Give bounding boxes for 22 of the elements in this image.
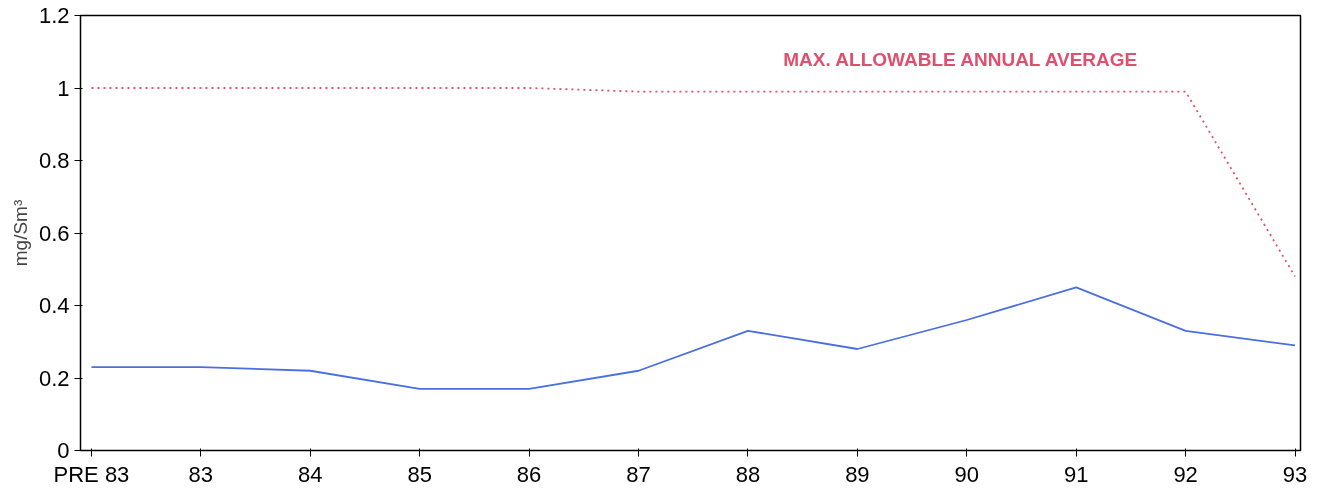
x-tick-label: 91: [1063, 461, 1089, 487]
line-series: [90, 286, 1296, 390]
y-tick-label: 0: [57, 438, 70, 463]
y-axis-title: mg/Sm³: [9, 199, 31, 267]
x-tick-label: 86: [516, 461, 542, 487]
x-tick-label: 93: [1282, 461, 1308, 487]
y-tick-label: 0.8: [38, 148, 70, 173]
x-tick-label: 88: [735, 461, 761, 487]
y-tick-label: 0.4: [38, 293, 70, 318]
y-tick-label: 1: [57, 75, 70, 101]
y-tick-label: 0.6: [38, 220, 70, 246]
x-tick-label: 83: [188, 461, 214, 487]
x-tick-label: PRE 83: [53, 461, 130, 487]
x-tick-label: 89: [845, 461, 870, 487]
x-tick-label: 84: [298, 461, 323, 487]
x-tick-label: 92: [1173, 461, 1198, 487]
x-tick-label: 87: [626, 461, 651, 487]
y-tick-label: 0.2: [38, 365, 70, 391]
annotation: MAX. ALLOWABLE ANNUAL AVERAGE: [783, 48, 1138, 70]
x-tick-label: 90: [954, 461, 980, 487]
x-tick-label: 85: [407, 461, 432, 487]
y-tick-label: 1.2: [38, 3, 70, 28]
